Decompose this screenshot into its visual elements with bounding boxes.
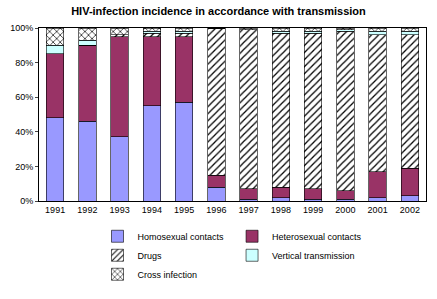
svg-text:40%: 40% <box>15 127 33 137</box>
svg-text:Heterosexual contacts: Heterosexual contacts <box>272 232 362 242</box>
svg-text:1993: 1993 <box>110 205 130 215</box>
svg-text:1998: 1998 <box>271 205 291 215</box>
svg-text:1995: 1995 <box>174 205 194 215</box>
svg-text:HIV-infection incidence in acc: HIV-infection incidence in accordance wi… <box>71 5 366 17</box>
svg-text:80%: 80% <box>15 58 33 68</box>
svg-text:1991: 1991 <box>45 205 65 215</box>
svg-text:0%: 0% <box>20 196 33 206</box>
svg-text:1992: 1992 <box>77 205 97 215</box>
svg-text:60%: 60% <box>15 92 33 102</box>
svg-text:2001: 2001 <box>368 205 388 215</box>
svg-text:Vertical transmission: Vertical transmission <box>272 251 355 261</box>
svg-text:1994: 1994 <box>142 205 162 215</box>
svg-text:Homosexual contacts: Homosexual contacts <box>138 232 225 242</box>
svg-text:20%: 20% <box>15 162 33 172</box>
svg-text:100%: 100% <box>10 23 33 33</box>
svg-text:2002: 2002 <box>400 205 420 215</box>
svg-text:1997: 1997 <box>239 205 259 215</box>
svg-text:1999: 1999 <box>303 205 323 215</box>
svg-text:Cross infection: Cross infection <box>138 270 198 280</box>
svg-text:2000: 2000 <box>335 205 355 215</box>
svg-text:1996: 1996 <box>206 205 226 215</box>
svg-text:Drugs: Drugs <box>138 251 163 261</box>
